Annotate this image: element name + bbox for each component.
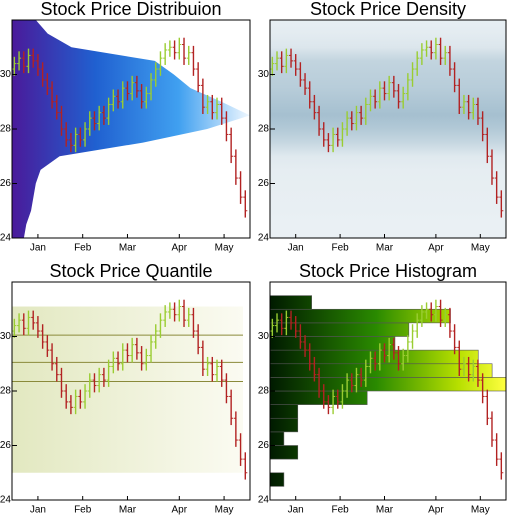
y-tick-label: 28 bbox=[258, 386, 270, 397]
histogram-bar bbox=[269, 308, 451, 324]
y-tick-label: 24 bbox=[258, 495, 270, 506]
y-tick-label: 28 bbox=[0, 124, 11, 135]
x-tick-label: Apr bbox=[428, 505, 444, 516]
y-tick-label: 26 bbox=[0, 178, 11, 189]
x-tick-label: Feb bbox=[74, 243, 92, 254]
x-tick-label: May bbox=[471, 505, 490, 516]
y-tick-label: 24 bbox=[0, 233, 11, 244]
y-tick-label: 30 bbox=[258, 69, 270, 80]
x-tick-label: Mar bbox=[376, 505, 394, 516]
x-tick-label: May bbox=[215, 505, 234, 516]
y-tick-label: 26 bbox=[258, 178, 270, 189]
panel-title: Stock Price Histogram bbox=[299, 261, 477, 281]
x-tick-label: Apr bbox=[172, 505, 188, 516]
histogram-bar bbox=[269, 472, 285, 487]
density-band bbox=[270, 20, 506, 238]
x-tick-label: Mar bbox=[119, 505, 137, 516]
histogram-bar bbox=[269, 336, 396, 351]
histogram-bar bbox=[269, 377, 507, 392]
y-tick-label: 30 bbox=[0, 69, 11, 80]
panel-title: Stock Price Distribuion bbox=[40, 0, 221, 19]
quantile-range bbox=[12, 306, 243, 473]
x-tick-label: Feb bbox=[331, 243, 349, 254]
x-tick-label: Jan bbox=[288, 505, 304, 516]
x-tick-label: Jan bbox=[288, 243, 304, 254]
panel-title: Stock Price Quantile bbox=[49, 261, 212, 281]
y-tick-label: 30 bbox=[258, 331, 270, 342]
y-tick-label: 26 bbox=[258, 440, 270, 451]
histogram-bar bbox=[269, 431, 285, 446]
x-tick-label: Apr bbox=[428, 243, 444, 254]
x-tick-label: Feb bbox=[331, 505, 349, 516]
histogram-bar bbox=[269, 404, 299, 419]
histogram-bar bbox=[269, 295, 312, 310]
x-tick-label: May bbox=[215, 243, 234, 254]
x-tick-label: Apr bbox=[172, 243, 188, 254]
distribution-area bbox=[12, 20, 250, 238]
y-tick-label: 24 bbox=[258, 233, 270, 244]
y-tick-label: 26 bbox=[0, 440, 11, 451]
x-tick-label: May bbox=[471, 243, 490, 254]
histogram-bar bbox=[269, 349, 479, 365]
histogram-bar bbox=[269, 417, 299, 433]
x-tick-label: Mar bbox=[119, 243, 137, 254]
x-tick-label: Mar bbox=[376, 243, 394, 254]
x-tick-label: Jan bbox=[30, 505, 46, 516]
histogram-bar bbox=[269, 445, 299, 460]
panel-title: Stock Price Density bbox=[310, 0, 466, 19]
y-tick-label: 28 bbox=[0, 386, 11, 397]
y-tick-label: 24 bbox=[0, 495, 11, 506]
x-tick-label: Jan bbox=[30, 243, 46, 254]
y-tick-label: 30 bbox=[0, 331, 11, 342]
y-tick-label: 28 bbox=[258, 124, 270, 135]
x-tick-label: Feb bbox=[74, 505, 92, 516]
